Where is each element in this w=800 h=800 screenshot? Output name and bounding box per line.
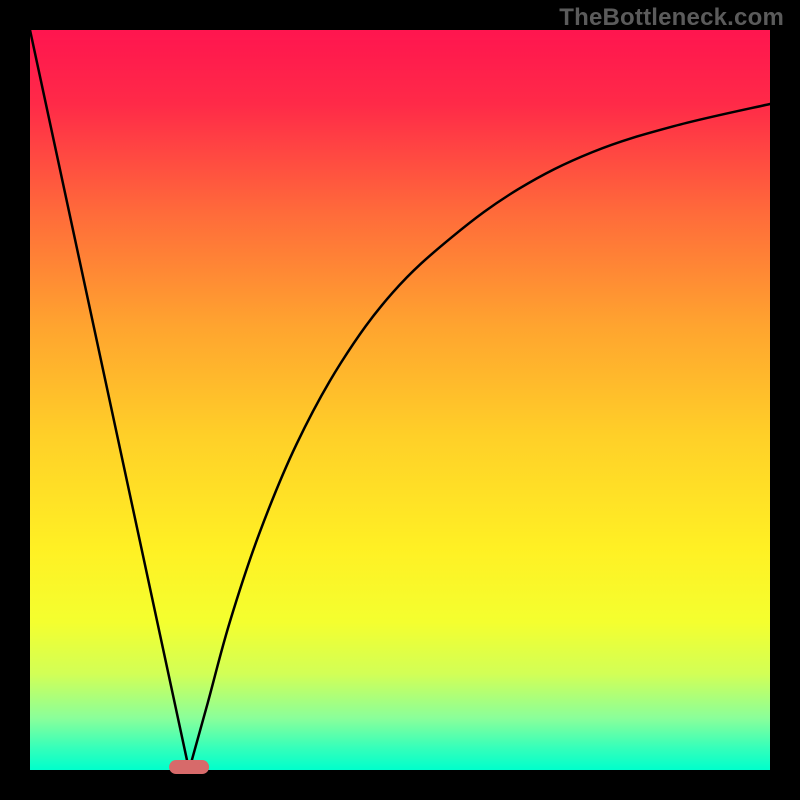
optimal-marker [169,760,209,774]
plot-background [30,30,770,770]
chart-container: TheBottleneck.com [0,0,800,800]
watermark-text: TheBottleneck.com [559,4,784,32]
chart-svg [0,0,800,800]
